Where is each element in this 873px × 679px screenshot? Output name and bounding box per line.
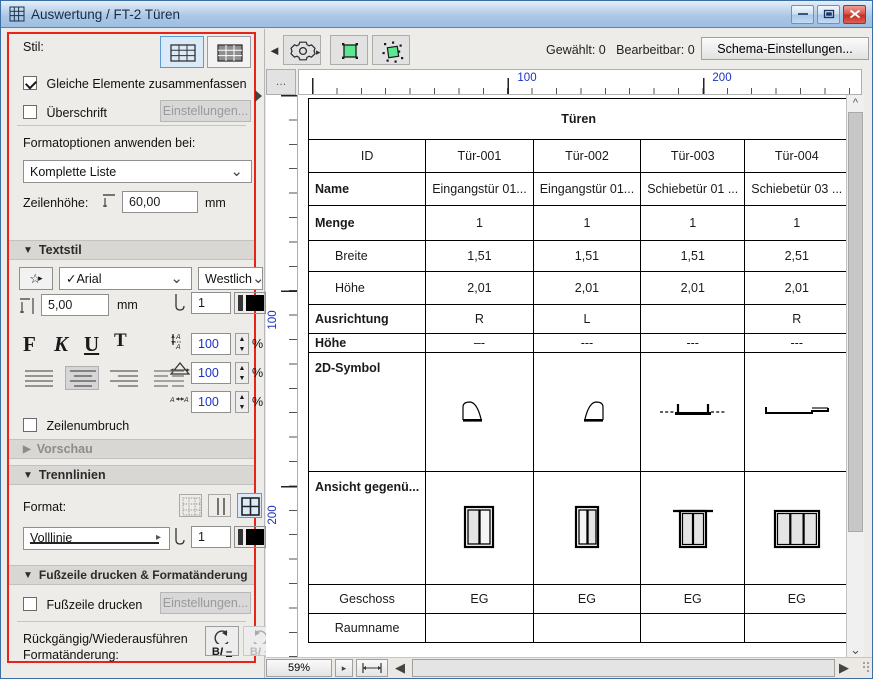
svg-text:A: A [183, 397, 189, 404]
svg-text:A: A [175, 344, 181, 351]
svg-text:A: A [175, 334, 181, 341]
svg-text:A: A [170, 397, 175, 404]
